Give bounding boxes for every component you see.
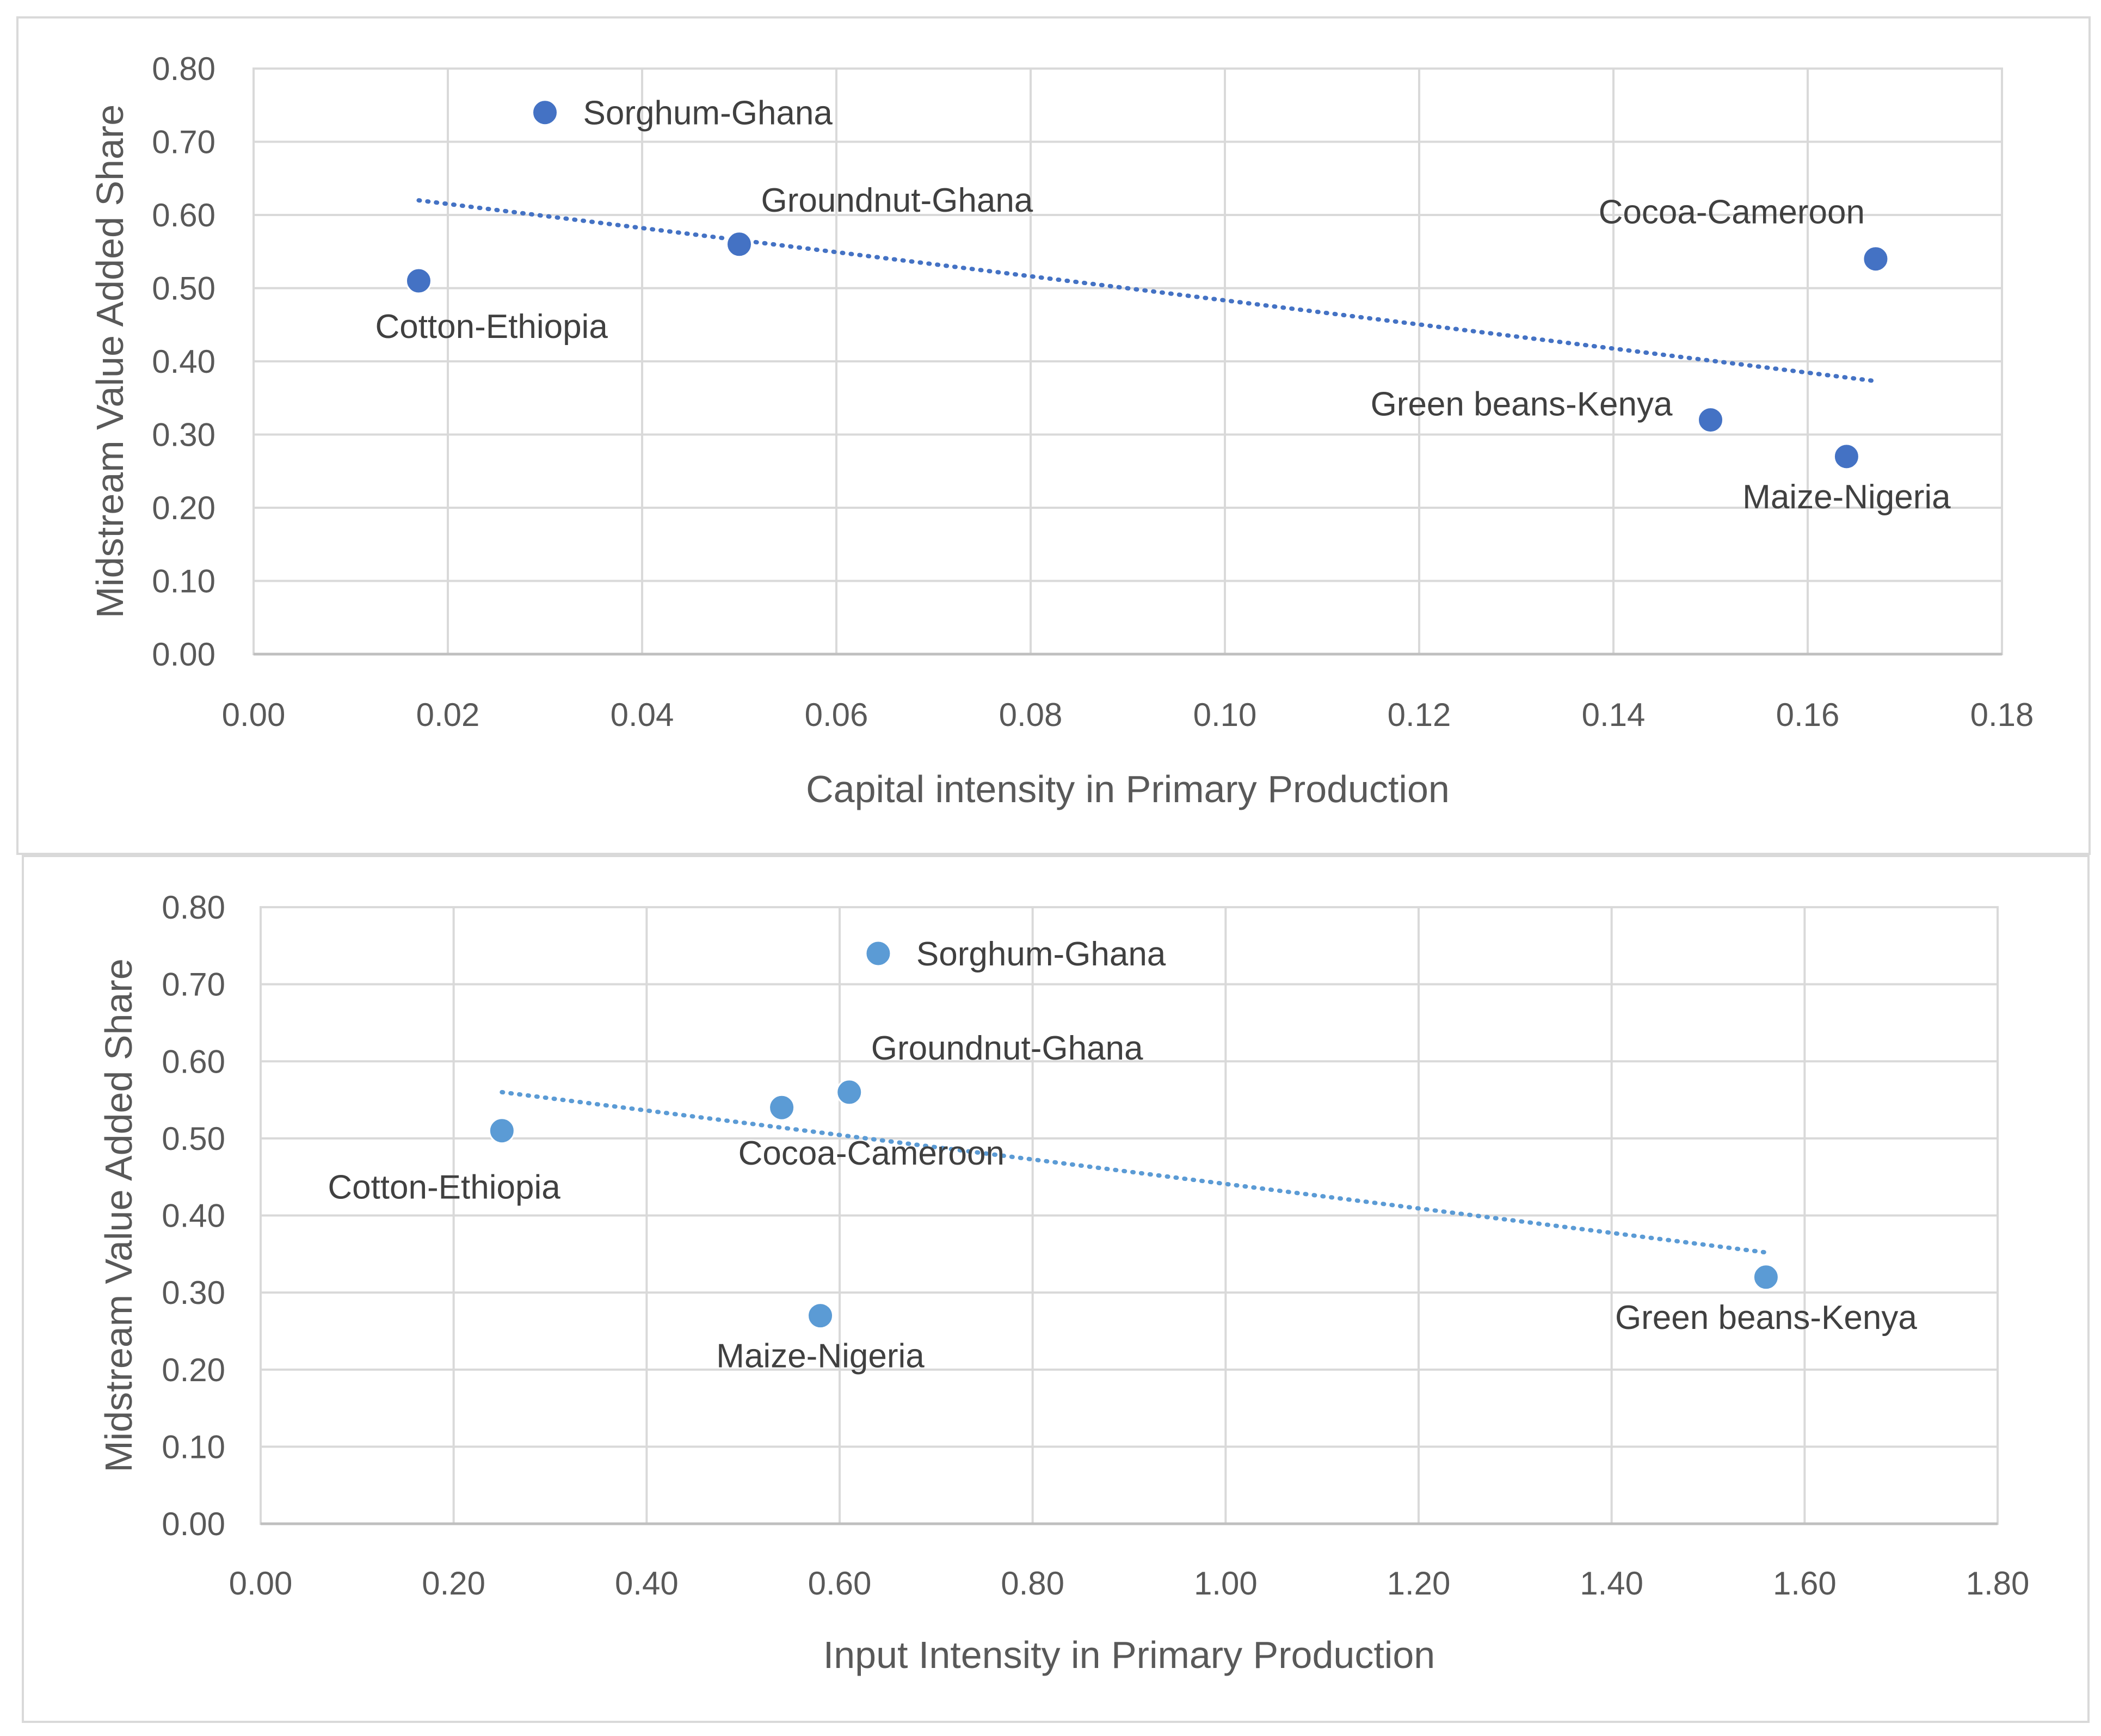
point-groundnut-ghana[interactable]: [726, 231, 753, 258]
point-label-maize-nigeria: Maize-Nigeria: [716, 1338, 925, 1375]
y-tick-label: 0.30: [162, 1275, 225, 1311]
point-label-sorghum-ghana: Sorghum-Ghana: [583, 95, 833, 132]
x-tick-label: 0.00: [229, 1565, 293, 1602]
point-label-groundnut-ghana: Groundnut-Ghana: [871, 1030, 1143, 1067]
point-cotton-ethiopia[interactable]: [488, 1117, 515, 1144]
x-tick-label: 1.20: [1387, 1565, 1451, 1602]
x-tick-label: 0.12: [1388, 697, 1451, 733]
point-sorghum-ghana[interactable]: [532, 99, 558, 126]
point-label-cotton-ethiopia: Cotton-Ethiopia: [375, 308, 608, 346]
x-tick-label: 1.00: [1194, 1565, 1258, 1602]
trendline: [500, 1089, 1769, 1255]
x-tick-label: 0.20: [422, 1565, 485, 1602]
y-tick-label: 0.30: [152, 417, 215, 453]
x-tick-label: 0.80: [1001, 1565, 1064, 1602]
x-tick-label: 1.40: [1580, 1565, 1643, 1602]
x-tick-label: 0.02: [416, 697, 480, 733]
y-tick-label: 0.70: [162, 967, 225, 1003]
y-tick-label: 0.20: [152, 490, 215, 526]
y-tick-label: 0.50: [152, 270, 215, 307]
point-green-beans-kenya[interactable]: [1752, 1264, 1779, 1291]
point-label-groundnut-ghana: Groundnut-Ghana: [761, 182, 1033, 219]
y-tick-label: 0.60: [162, 1043, 225, 1080]
point-label-green-beans-kenya: Green beans-Kenya: [1371, 386, 1673, 423]
x-tick-label: 0.08: [999, 697, 1063, 733]
point-label-cotton-ethiopia: Cotton-Ethiopia: [328, 1169, 560, 1206]
point-maize-nigeria[interactable]: [1833, 443, 1860, 470]
point-label-maize-nigeria: Maize-Nigeria: [1742, 478, 1951, 516]
x-tick-label: 0.14: [1582, 697, 1646, 733]
y-tick-label: 0.00: [162, 1506, 225, 1542]
y-tick-label: 0.60: [152, 197, 215, 233]
point-groundnut-ghana[interactable]: [836, 1079, 863, 1106]
y-tick-label: 0.40: [162, 1198, 225, 1234]
point-green-beans-kenya[interactable]: [1697, 407, 1724, 434]
y-tick-label: 0.80: [162, 889, 225, 926]
x-axis-title: Input Intensity in Primary Production: [823, 1634, 1435, 1676]
y-axis-title: Midstream Value Added Share: [97, 958, 140, 1472]
point-maize-nigeria[interactable]: [807, 1302, 834, 1329]
chart-panel-capital: 0.00 0.10 0.20 0.30 0.40 0.50 0.60 0.70 0.80 0.00…: [16, 16, 2091, 855]
y-tick-label: 0.10: [152, 563, 215, 600]
y-tick-label: 0.50: [162, 1121, 225, 1157]
point-cocoa-cameroon[interactable]: [768, 1094, 796, 1121]
x-tick-label: 0.60: [808, 1565, 872, 1602]
x-tick-label: 1.80: [1966, 1565, 2030, 1602]
x-tick-label: 0.18: [1970, 697, 2034, 733]
x-tick-label: 0.06: [805, 697, 868, 733]
point-cotton-ethiopia[interactable]: [405, 267, 432, 294]
chart-panel-input: 0.00 0.10 0.20 0.30 0.40 0.50 0.60 0.70 0.80 0.00…: [22, 855, 2090, 1723]
point-cocoa-cameroon[interactable]: [1862, 245, 1889, 273]
x-tick-label: 0.16: [1776, 697, 1840, 733]
x-tick-label: 0.40: [615, 1565, 679, 1602]
chart-capital-intensity: 0.00 0.10 0.20 0.30 0.40 0.50 0.60 0.70 0.80 0.00…: [89, 51, 2034, 810]
x-tick-label: 0.04: [611, 697, 674, 733]
x-tick-label: 1.60: [1773, 1565, 1837, 1602]
y-axis-title: Midstream Value Added Share: [89, 104, 131, 618]
x-tick-label: 0.00: [222, 697, 286, 733]
y-tick-label: 0.00: [152, 636, 215, 673]
chart-input-intensity: 0.00 0.10 0.20 0.30 0.40 0.50 0.60 0.70 0.80 0.00…: [97, 889, 2030, 1676]
y-tick-label: 0.80: [152, 51, 215, 87]
x-tick-label: 0.10: [1193, 697, 1257, 733]
y-tick-label: 0.70: [152, 124, 215, 161]
y-tick-label: 0.40: [152, 343, 215, 380]
point-label-cocoa-cameroon: Cocoa-Cameroon: [738, 1135, 1005, 1172]
trendline: [416, 198, 1878, 384]
point-label-green-beans-kenya: Green beans-Kenya: [1615, 1299, 1917, 1337]
x-axis-title: Capital intensity in Primary Production: [806, 768, 1450, 810]
y-tick-label: 0.20: [162, 1352, 225, 1388]
y-tick-label: 0.10: [162, 1429, 225, 1465]
point-sorghum-ghana[interactable]: [865, 940, 892, 967]
point-label-sorghum-ghana: Sorghum-Ghana: [916, 935, 1166, 973]
point-label-cocoa-cameroon: Cocoa-Cameroon: [1599, 194, 1865, 231]
